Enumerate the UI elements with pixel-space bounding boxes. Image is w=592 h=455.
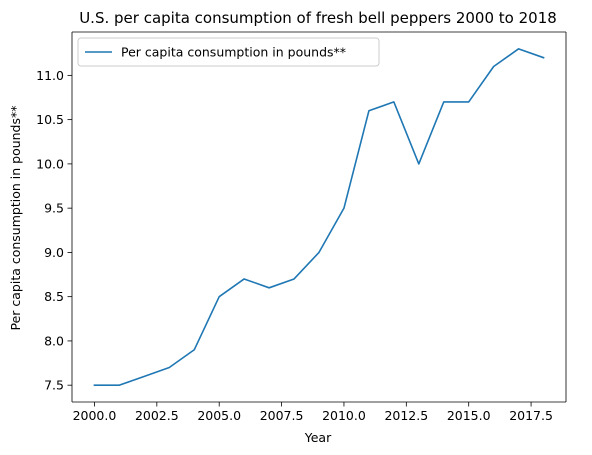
legend-box: [77, 37, 380, 67]
plot-area: 2000.0 2002.5 2005.0 2007.5 2010.0 2012.5 2015…: [36, 31, 567, 423]
x-tick-label: 2007.5: [260, 408, 304, 423]
x-axis-label: Year: [304, 430, 332, 445]
y-tick-label: 9.0: [44, 245, 64, 260]
chart-title: U.S. per capita consumption of fresh bel…: [79, 9, 557, 27]
x-tick-label: 2017.5: [509, 408, 553, 423]
x-tick-label: 2015.0: [447, 408, 491, 423]
x-tick-label: 2000.0: [73, 408, 117, 423]
y-tick-label: 8.5: [44, 289, 64, 304]
x-tick-label: 2002.5: [135, 408, 179, 423]
x-tick-label: 2012.5: [384, 408, 428, 423]
legend: Per capita consumption in pounds**: [77, 37, 380, 67]
y-tick-label: 7.5: [44, 378, 64, 393]
y-axis-label: Per capita consumption in pounds**: [8, 105, 23, 330]
y-tick-label: 9.5: [44, 201, 64, 216]
x-tick-label: 2010.0: [322, 408, 366, 423]
series-line-0: [93, 48, 545, 386]
x-tick-label: 2005.0: [197, 408, 241, 423]
y-tick-label: 11.0: [36, 68, 64, 83]
y-tick-label: 8.0: [44, 333, 64, 348]
y-tick-label: 10.5: [36, 112, 64, 127]
y-tick-label: 10.0: [36, 156, 64, 171]
legend-entry: Per capita consumption in pounds**: [121, 45, 346, 60]
